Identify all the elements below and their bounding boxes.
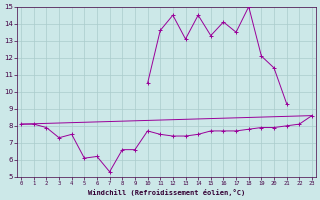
X-axis label: Windchill (Refroidissement éolien,°C): Windchill (Refroidissement éolien,°C) (88, 189, 245, 196)
